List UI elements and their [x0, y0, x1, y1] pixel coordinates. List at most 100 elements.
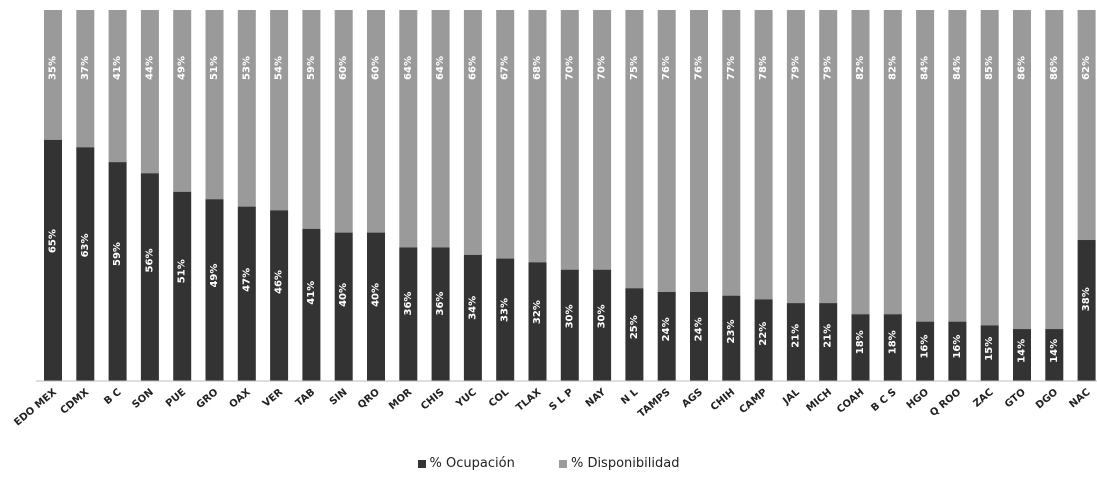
label-ocupacion-gto: 14%: [1017, 339, 1028, 363]
category-label-pue: PUE: [164, 387, 188, 410]
label-ocupacion-camp: 22%: [758, 322, 769, 346]
label-disponibilidad-tab: 59%: [306, 56, 317, 80]
bar-disponibilidad-zac: [980, 10, 999, 326]
bar-ocupacion-zac: [980, 325, 999, 381]
label-disponibilidad-q-roo: 84%: [952, 56, 963, 80]
label-ocupacion-nay: 30%: [597, 304, 608, 328]
label-ocupacion-hgo: 16%: [920, 335, 931, 359]
bar-ocupacion-gto: [1013, 329, 1031, 381]
label-ocupacion-tab: 41%: [306, 281, 317, 305]
category-label-gto: GTO: [1003, 387, 1028, 410]
label-ocupacion-nac: 38%: [1081, 287, 1092, 311]
bar-ocupacion-chih: [722, 295, 741, 381]
label-disponibilidad-sin: 60%: [338, 56, 349, 80]
bar-ocupacion-tamps: [657, 291, 676, 381]
category-label-zac: ZAC: [971, 387, 995, 410]
category-label-chih: CHIH: [709, 387, 737, 413]
bar-ocupacion-col: [496, 258, 515, 381]
label-ocupacion-q-roo: 16%: [952, 335, 963, 359]
bar-ocupacion-hgo: [916, 321, 935, 381]
legend-swatch-ocupacion: [417, 459, 426, 468]
label-ocupacion-b-c-s: 18%: [887, 330, 898, 354]
label-disponibilidad-gto: 86%: [1017, 56, 1028, 80]
bar-ocupacion-coah: [851, 314, 870, 381]
bar-ocupacion-oax: [237, 206, 256, 381]
label-disponibilidad-ver: 54%: [274, 56, 285, 80]
category-label-hgo: HGO: [905, 387, 931, 412]
label-disponibilidad-b-c: 41%: [112, 56, 123, 80]
category-label-cdmx: CDMX: [59, 387, 92, 417]
category-label-edo-mex: EDO MEX: [12, 387, 59, 429]
label-ocupacion-dgo: 14%: [1049, 339, 1060, 363]
category-label-col: COL: [487, 386, 512, 409]
bar-ocupacion-b-c-s: [883, 314, 902, 381]
category-label-tlax: TLAX: [514, 387, 543, 414]
label-ocupacion-edo-mex: 65%: [48, 229, 59, 253]
label-disponibilidad-tlax: 68%: [532, 56, 543, 80]
label-disponibilidad-nac: 62%: [1081, 56, 1092, 80]
bar-disponibilidad-gto: [1013, 10, 1031, 330]
bar-ocupacion-sin: [334, 232, 353, 381]
bar-disponibilidad-oax: [237, 10, 256, 207]
label-ocupacion-cdmx: 63%: [80, 233, 91, 257]
category-label-n-l: N L: [619, 386, 641, 407]
category-label-ags: AGS: [680, 387, 705, 410]
bar-disponibilidad-hgo: [916, 10, 935, 322]
label-disponibilidad-ags: 76%: [694, 56, 705, 80]
bar-ocupacion-gro: [205, 199, 224, 381]
label-disponibilidad-mich: 79%: [823, 56, 834, 80]
label-disponibilidad-hgo: 84%: [920, 56, 931, 80]
legend-label-ocupacion: % Ocupación: [429, 456, 515, 471]
bar-ocupacion-b-c: [108, 162, 127, 381]
label-disponibilidad-chih: 77%: [726, 56, 737, 80]
category-label-camp: CAMP: [738, 387, 770, 416]
bar-disponibilidad-jal: [786, 10, 805, 304]
label-ocupacion-qro: 40%: [371, 283, 382, 307]
bar-disponibilidad-mor: [399, 10, 418, 248]
bar-ocupacion-q-roo: [948, 321, 967, 381]
bar-disponibilidad-nay: [593, 10, 612, 270]
category-label-s-l-p: S L P: [547, 387, 575, 413]
bar-disponibilidad-yuc: [463, 10, 482, 255]
label-ocupacion-jal: 21%: [790, 324, 801, 348]
category-label-q-roo: Q ROO: [928, 387, 963, 419]
bar-ocupacion-dgo: [1045, 329, 1064, 381]
bar-disponibilidad-cdmx: [76, 10, 95, 148]
label-disponibilidad-jal: 79%: [790, 56, 801, 80]
category-label-sin: SIN: [328, 387, 350, 408]
label-disponibilidad-oax: 53%: [241, 56, 252, 80]
category-label-nay: NAY: [584, 386, 609, 409]
label-disponibilidad-zac: 85%: [984, 56, 995, 80]
category-label-jal: JAL: [780, 386, 802, 407]
label-ocupacion-son: 56%: [144, 249, 155, 273]
bar-disponibilidad-b-c-s: [883, 10, 902, 315]
bar-disponibilidad-ags: [690, 10, 708, 292]
category-label-mich: MICH: [805, 387, 835, 414]
bar-ocupacion-nay: [593, 269, 612, 381]
bar-ocupacion-cdmx: [76, 147, 95, 381]
bar-ocupacion-n-l: [625, 288, 644, 381]
bar-ocupacion-pue: [173, 191, 192, 381]
category-label-yuc: YUC: [454, 387, 479, 411]
label-disponibilidad-pue: 49%: [177, 56, 188, 80]
label-disponibilidad-gro: 51%: [209, 56, 220, 80]
bar-disponibilidad-dgo: [1045, 10, 1064, 330]
bar-ocupacion-son: [140, 173, 159, 381]
label-ocupacion-oax: 47%: [241, 268, 252, 292]
category-label-nac: NAC: [1067, 387, 1092, 411]
label-ocupacion-n-l: 25%: [629, 315, 640, 339]
legend: % Ocupación % Disponibilidad: [0, 456, 1097, 472]
category-label-chis: CHIS: [419, 387, 446, 413]
bar-disponibilidad-tlax: [528, 10, 547, 263]
bar-ocupacion-ver: [270, 210, 289, 381]
legend-label-disponibilidad: % Disponibilidad: [570, 456, 680, 471]
legend-item-ocupacion: % Ocupación: [417, 456, 515, 471]
legend-item-disponibilidad: % Disponibilidad: [558, 456, 680, 471]
label-ocupacion-b-c: 59%: [112, 242, 123, 266]
legend-swatch-disponibilidad: [558, 459, 567, 468]
bar-disponibilidad-son: [140, 10, 159, 174]
bar-ocupacion-s-l-p: [560, 269, 579, 381]
category-label-oax: OAX: [228, 387, 253, 411]
label-disponibilidad-mor: 64%: [403, 56, 414, 80]
